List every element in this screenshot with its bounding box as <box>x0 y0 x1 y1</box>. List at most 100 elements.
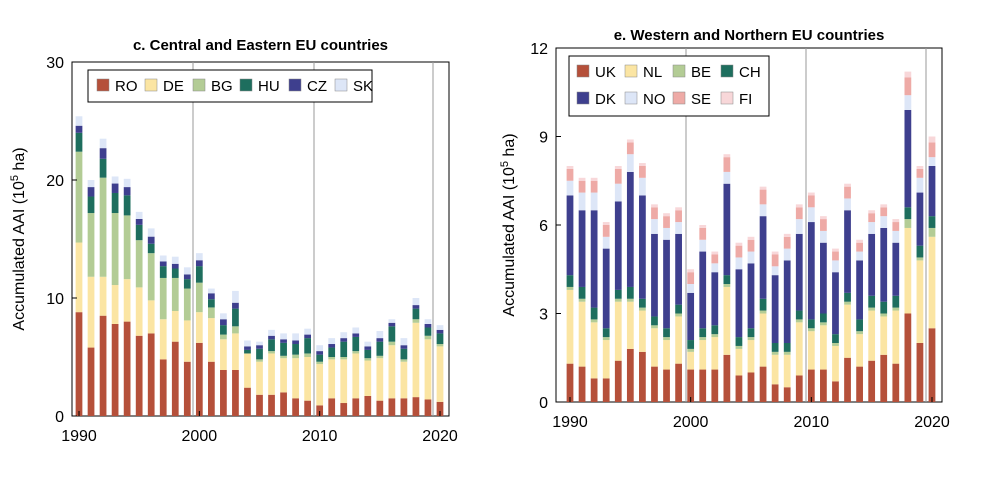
bar-cz-2002 <box>220 319 227 326</box>
bar-se-2018 <box>904 77 912 96</box>
bar-be-2009 <box>795 319 803 323</box>
bar-dk-2020 <box>928 166 936 217</box>
bar-dk-2010 <box>807 222 815 320</box>
bar-sk-2003 <box>232 290 239 303</box>
legend-swatch-uk <box>576 64 590 78</box>
bar-be-2019 <box>916 257 924 261</box>
bar-fi-1997 <box>651 204 658 208</box>
bar-nl-2016 <box>880 316 888 355</box>
bar-uk-1995 <box>626 348 634 402</box>
bar-be-2008 <box>783 351 791 355</box>
bar-fi-2020 <box>928 136 936 143</box>
bar-be-2012 <box>832 343 839 346</box>
bar-hu-2001 <box>208 299 215 308</box>
bar-hu-2013 <box>352 336 360 352</box>
bar-fi-2011 <box>820 216 827 220</box>
bar-fi-2005 <box>747 236 755 240</box>
bar-uk-2002 <box>711 369 719 402</box>
bar-hu-2015 <box>376 341 384 356</box>
bar-no-2020 <box>928 157 936 166</box>
y-tick-label: 9 <box>539 130 548 147</box>
bar-cz-2000 <box>195 260 203 267</box>
bar-sk-2019 <box>424 319 432 324</box>
bar-no-2011 <box>820 230 827 243</box>
bar-ro-2001 <box>208 361 215 416</box>
bar-ro-2016 <box>388 398 396 416</box>
bar-nl-1994 <box>614 301 622 361</box>
bar-ch-1994 <box>614 289 622 299</box>
bar-se-2013 <box>844 186 851 199</box>
bar-dk-2002 <box>711 272 719 326</box>
bar-fi-2002 <box>711 251 719 255</box>
bar-nl-2017 <box>892 310 900 364</box>
bar-se-1996 <box>639 166 646 178</box>
bar-bg-1993 <box>111 213 119 286</box>
y-tick-label: 3 <box>539 307 548 324</box>
bar-hu-1991 <box>87 196 95 214</box>
bar-sk-2015 <box>376 331 384 339</box>
bar-ch-1995 <box>626 286 634 299</box>
bar-be-2014 <box>856 331 863 335</box>
bar-se-2009 <box>795 207 803 220</box>
bar-dk-2018 <box>904 109 912 208</box>
bar-no-2013 <box>844 198 851 211</box>
bar-uk-2013 <box>844 357 851 402</box>
bar-dk-2013 <box>844 210 851 293</box>
bar-sk-2000 <box>195 253 203 261</box>
bar-dk-1997 <box>651 233 658 317</box>
bar-no-2017 <box>892 230 900 243</box>
bar-uk-1994 <box>614 360 622 402</box>
bar-no-2003 <box>723 171 731 184</box>
bar-de-2020 <box>436 346 444 402</box>
bar-bg-2003 <box>232 326 239 334</box>
bar-fi-2006 <box>759 186 767 190</box>
bar-no-2018 <box>904 95 912 110</box>
bar-ch-2008 <box>783 343 791 352</box>
bar-dk-1990 <box>566 195 574 276</box>
bar-de-1998 <box>171 310 179 342</box>
bar-de-2015 <box>376 358 384 401</box>
bar-sk-1992 <box>99 138 107 149</box>
bar-ch-2009 <box>795 310 803 320</box>
bar-ro-1991 <box>87 347 95 416</box>
bar-bg-1995 <box>135 240 143 288</box>
bar-sk-2006 <box>268 329 275 336</box>
bar-uk-1992 <box>590 378 598 402</box>
bar-be-1993 <box>602 337 610 341</box>
bar-ro-2005 <box>256 394 263 416</box>
bar-hu-1999 <box>183 279 191 289</box>
bar-hu-1995 <box>135 224 143 241</box>
bar-ro-2015 <box>376 400 384 416</box>
bar-sk-1995 <box>135 211 143 219</box>
bar-cz-1993 <box>111 183 119 193</box>
bar-ro-2004 <box>244 387 251 416</box>
bar-ro-2011 <box>328 398 336 416</box>
bar-ro-1999 <box>183 361 191 416</box>
bar-nl-2006 <box>759 313 767 367</box>
bar-hu-2004 <box>244 349 251 354</box>
bar-ro-1996 <box>147 333 155 416</box>
bar-nl-2005 <box>747 340 755 373</box>
bar-dk-1998 <box>663 239 670 329</box>
bar-no-1996 <box>639 177 646 196</box>
bar-bg-2011 <box>328 357 336 360</box>
bar-uk-2010 <box>807 369 815 402</box>
chart-title: e. Western and Northern EU countries <box>614 27 885 44</box>
bar-cz-2010 <box>316 351 324 355</box>
bar-se-1993 <box>602 225 610 237</box>
bar-bg-2017 <box>400 359 408 362</box>
bar-se-2017 <box>892 222 900 231</box>
bar-se-1997 <box>651 207 658 220</box>
bar-fi-1995 <box>626 139 634 143</box>
bar-dk-2017 <box>892 242 900 296</box>
x-tick-label: 2000 <box>182 428 218 445</box>
bar-fi-1994 <box>614 166 622 169</box>
bar-sk-1996 <box>147 228 155 237</box>
bar-be-2013 <box>844 301 851 305</box>
bar-be-1997 <box>651 325 658 329</box>
x-tick-label: 2000 <box>673 414 709 431</box>
bar-ro-1997 <box>159 359 167 416</box>
bar-bg-1994 <box>123 215 131 280</box>
